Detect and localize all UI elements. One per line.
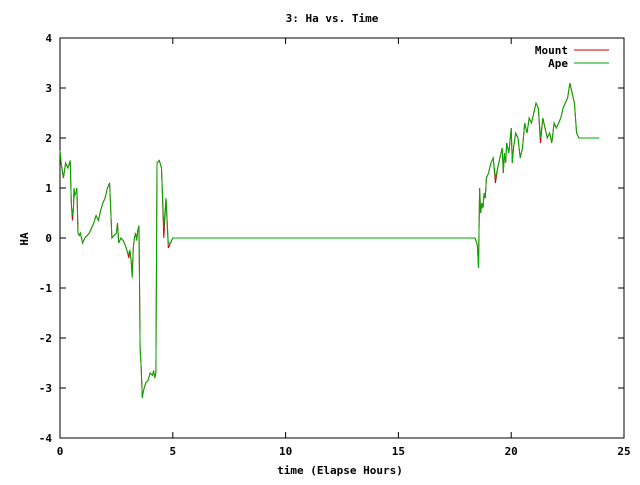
y-tick-label: 3: [45, 82, 52, 95]
y-tick-label: -4: [39, 432, 53, 445]
y-tick-label: -3: [39, 382, 52, 395]
y-tick-label: 0: [45, 232, 52, 245]
y-axis-label: HA: [18, 232, 31, 246]
y-tick-label: -1: [39, 282, 53, 295]
y-tick-label: 1: [45, 182, 52, 195]
legend-label-ape: Ape: [548, 57, 568, 70]
x-axis-label: time (Elapse Hours): [277, 464, 403, 477]
axis-ticks: 0 5 10 15 20 25 -4 -3 -2 -1 0 1 2 3 4: [39, 32, 631, 458]
chart-title: 3: Ha vs. Time: [286, 12, 379, 25]
x-tick-label: 15: [392, 445, 405, 458]
series-line-ape: [59, 82, 600, 399]
series-line-mount: [59, 82, 600, 399]
y-tick-label: 4: [45, 32, 52, 45]
y-tick-label: -2: [39, 332, 52, 345]
x-tick-label: 0: [57, 445, 64, 458]
x-tick-label: 10: [279, 445, 292, 458]
y-tick-label: 2: [45, 132, 52, 145]
x-tick-label: 25: [617, 445, 630, 458]
x-tick-label: 5: [169, 445, 176, 458]
x-tick-label: 20: [505, 445, 518, 458]
series-lines: [59, 82, 600, 399]
legend-label-mount: Mount: [535, 44, 568, 57]
